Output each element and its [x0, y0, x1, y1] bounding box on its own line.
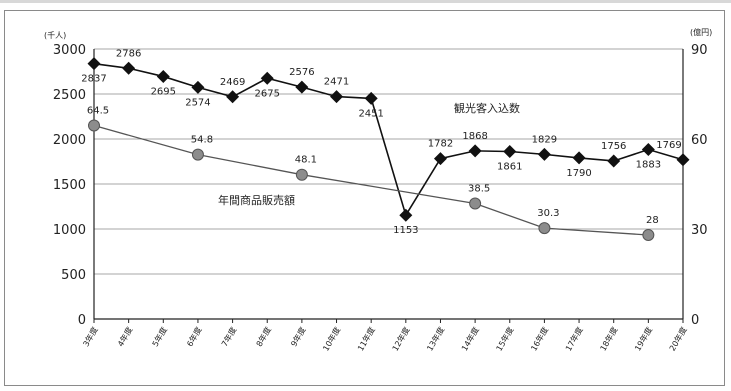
left-axis-unit: (千人) [44, 30, 66, 40]
left-tick-label: 2500 [53, 88, 86, 103]
visitors-marker [537, 147, 551, 161]
visitors-marker [260, 71, 274, 85]
category-label: 10年度 [321, 325, 343, 353]
visitors-data-label: 2837 [81, 74, 106, 85]
category-label: 9年度 [288, 325, 307, 348]
left-tick-label: 1000 [53, 223, 86, 238]
left-tick-label: 1500 [53, 178, 86, 193]
right-tick-label: 60 [691, 133, 708, 148]
visitors-marker [468, 144, 482, 158]
sales-data-label: 64.5 [87, 106, 109, 117]
category-label: 19年度 [632, 325, 654, 353]
gridlines [94, 48, 683, 320]
visitors-marker [572, 151, 586, 165]
sales-data-label: 54.8 [191, 135, 213, 146]
category-label: 14年度 [459, 325, 481, 353]
visitors-marker [503, 145, 517, 159]
top-rule [0, 0, 731, 3]
category-label: 5年度 [150, 325, 169, 348]
visitors-data-label: 1756 [601, 141, 626, 152]
visitors-data-label: 2675 [255, 88, 280, 99]
visitors-marker [607, 154, 621, 168]
category-label: 6年度 [184, 325, 203, 348]
visitors-data-label: 1769 [656, 140, 681, 151]
sales-marker [538, 222, 551, 235]
visitors-marker [122, 61, 136, 75]
category-label: 20年度 [667, 325, 689, 353]
visitors-data-label: 2786 [116, 48, 141, 59]
visitors-marker [330, 90, 344, 104]
category-label: 4年度 [115, 325, 134, 348]
sales-marker [642, 229, 655, 241]
visitors-data-label: 2576 [289, 67, 314, 78]
right-tick-label: 30 [691, 223, 708, 238]
left-tick-label: 2000 [53, 133, 86, 148]
sales-data-label: 28 [646, 215, 659, 226]
visitors-marker [676, 153, 690, 167]
sales-marker [88, 119, 100, 132]
category-label: 3年度 [81, 325, 100, 348]
left-tick-label: 500 [61, 268, 86, 283]
right-tick-label: 90 [691, 43, 708, 58]
category-label: 12年度 [390, 325, 412, 353]
sales-line [93, 124, 649, 236]
visitors-marker [156, 69, 170, 83]
category-label: 18年度 [598, 325, 620, 353]
series-name-sales: 年間商品販売額 [218, 193, 295, 207]
category-label: 17年度 [563, 325, 585, 353]
visitors-marker [364, 91, 378, 105]
series-lines [93, 62, 684, 236]
visitors-data-label: 2451 [358, 108, 383, 119]
visitors-marker [87, 57, 101, 71]
visitors-data-label: 1782 [428, 139, 453, 150]
visitors-data-label: 2469 [220, 77, 245, 88]
category-label: 8年度 [254, 325, 273, 348]
left-tick-label: 3000 [53, 43, 86, 58]
visitors-data-label: 1868 [462, 131, 487, 142]
visitors-data-label: 1829 [532, 134, 557, 145]
visitors-marker [295, 80, 309, 94]
right-axis-unit: (億円) [690, 27, 712, 37]
visitors-marker [399, 208, 413, 222]
visitors-line [93, 62, 684, 218]
visitors-data-label: 1153 [393, 225, 418, 236]
category-label: 16年度 [528, 325, 550, 353]
sales-marker [191, 148, 204, 161]
right-tick-label: 0 [691, 313, 699, 328]
left-tick-label: 0 [78, 313, 86, 328]
series-markers [87, 57, 690, 241]
visitors-data-label: 2695 [151, 86, 176, 97]
visitors-marker [641, 143, 655, 157]
category-label: 7年度 [219, 325, 238, 348]
visitors-marker [226, 90, 240, 104]
visitors-data-label: 1883 [636, 160, 661, 171]
visitors-marker [433, 152, 447, 166]
visitors-marker [191, 80, 205, 94]
sales-marker [295, 168, 308, 181]
category-label: 13年度 [424, 325, 446, 353]
data-labels: 2837 2786 2695 2574 2469 2675 2576 2471 2451 1153… [81, 48, 681, 236]
visitors-data-label: 2471 [324, 77, 349, 88]
sales-data-label: 30.3 [537, 208, 559, 219]
chart-frame [4, 10, 725, 386]
series-name-visitors: 観光客入込数 [454, 101, 520, 115]
category-label: 11年度 [355, 325, 377, 353]
sales-data-label: 38.5 [468, 184, 490, 195]
visitors-data-label: 1790 [566, 168, 591, 179]
visitors-data-label: 2574 [185, 97, 210, 108]
visitors-data-label: 1861 [497, 162, 522, 173]
sales-marker [469, 197, 482, 210]
sales-data-label: 48.1 [295, 155, 317, 166]
category-label: 15年度 [494, 325, 516, 353]
